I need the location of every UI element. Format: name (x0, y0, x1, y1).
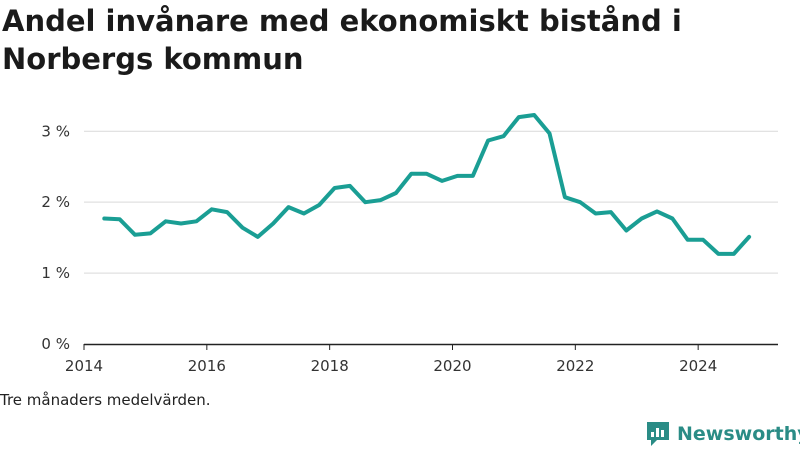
brand-logo[interactable]: Newsworthy (645, 419, 800, 449)
x-tick-label: 2018 (311, 357, 349, 375)
series-line-0 (102, 113, 752, 256)
x-tick-label: 2024 (679, 357, 717, 375)
brand-name: Newsworthy (677, 423, 800, 445)
grid-lines (84, 130, 778, 274)
x-tick-label: 2020 (433, 357, 471, 375)
series-layer (102, 113, 752, 256)
y-tick-label: 0 % (41, 335, 70, 353)
y-tick-label: 3 % (41, 122, 70, 140)
newsworthy-logo-icon (647, 422, 669, 446)
x-axis: 2014 2016 2018 2020 2022 2024 (65, 343, 778, 375)
chart-footnote: Tre månaders medelvärden. (0, 391, 211, 409)
chart-title: Andel invånare med ekonomiskt bistånd i … (2, 4, 682, 76)
y-tick-label: 2 % (41, 193, 70, 211)
x-tick-label: 2014 (65, 357, 103, 375)
y-axis: 0 % 1 % 2 % 3 % (41, 122, 70, 353)
y-tick-label: 1 % (41, 264, 70, 282)
x-tick-label: 2022 (556, 357, 594, 375)
x-tick-label: 2016 (188, 357, 226, 375)
